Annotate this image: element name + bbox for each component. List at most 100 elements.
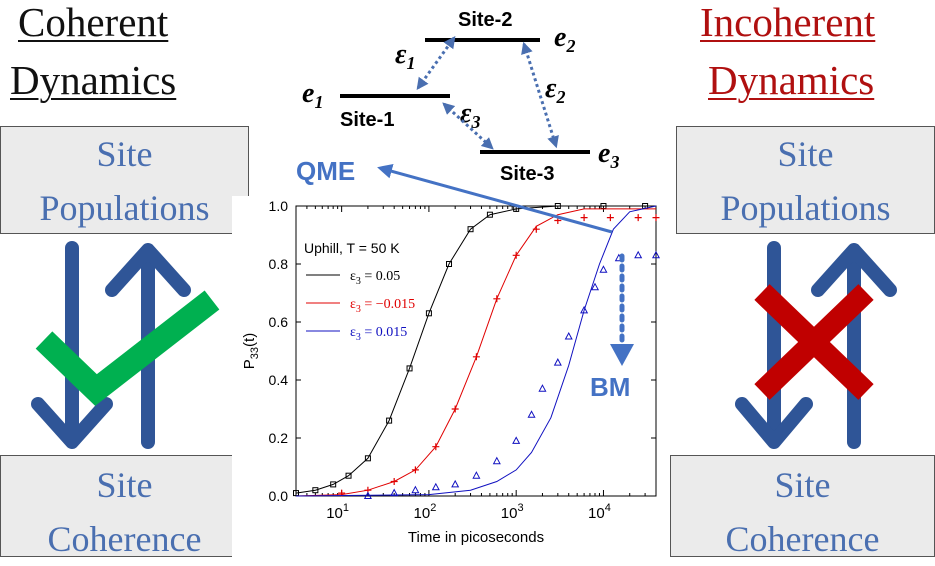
data-point-triangle xyxy=(580,305,589,314)
data-point-triangle xyxy=(492,456,501,465)
data-point-square xyxy=(406,365,413,372)
left-populations-line1: Site xyxy=(96,134,153,174)
series-fit-line-2 xyxy=(295,205,657,497)
coherent-heading: Coherent xyxy=(18,0,169,45)
legend-title: Uphill, T = 50 K xyxy=(304,240,400,256)
qme-pointer-arrow xyxy=(377,163,613,234)
data-point-triangle xyxy=(527,410,536,418)
data-point-plus xyxy=(411,466,419,474)
data-point-triangle xyxy=(651,250,661,259)
plot-frame xyxy=(295,205,657,497)
data-point-square xyxy=(446,261,453,267)
data-point-plus xyxy=(493,295,501,303)
y-tick-label: 0.2 xyxy=(269,430,289,446)
x-axis-label: Time in picoseconds xyxy=(408,529,544,546)
data-point-triangle xyxy=(599,265,608,273)
bm-label: BM xyxy=(590,372,630,402)
series-fit-line-0 xyxy=(295,205,656,494)
data-point-plus xyxy=(532,225,540,233)
up-arrow-head-icon-right xyxy=(811,243,897,297)
data-point-triangle xyxy=(431,482,440,491)
data-point-triangle xyxy=(512,436,521,444)
right-transfer-arrows xyxy=(735,241,897,449)
data-point-plus xyxy=(451,405,459,413)
energy-level-diagram: Site-2 Site-1 Site-3 e2 e1 e3 ε1 ε2 ε3 xyxy=(302,9,619,185)
p33-chart: 0.0 0.2 0.4 0.6 0.8 1.0 101 102 103 104 Time in pi… xyxy=(241,198,661,546)
y-tick-label: 0.8 xyxy=(269,256,289,272)
data-point-plus xyxy=(580,214,588,222)
data-point-triangle xyxy=(411,485,420,494)
y-tick-label: 0.6 xyxy=(269,314,289,330)
data-point-square xyxy=(312,487,319,494)
x-tick-label: 101 xyxy=(326,502,349,522)
data-point-square xyxy=(386,417,393,424)
epsilon1-label: ε1 xyxy=(395,39,415,73)
data-point-square xyxy=(345,472,352,479)
coupling-arrow-1-2 xyxy=(416,36,456,90)
legend-entry-2: ε3 = 0.015 xyxy=(350,325,407,343)
x-tick-label: 102 xyxy=(414,502,437,522)
coherent-dynamics-heading: Dynamics xyxy=(10,57,177,103)
data-point-triangle xyxy=(538,384,547,392)
right-populations-line2: Populations xyxy=(720,188,891,228)
y-tick-label: 0.4 xyxy=(269,372,289,388)
x-tick-label: 103 xyxy=(501,502,524,522)
coupling-arrow-1-3 xyxy=(442,102,494,150)
data-point-square xyxy=(467,226,474,233)
left-coherence-line2: Coherence xyxy=(47,519,202,559)
left-site-coherence-box: Site Coherence xyxy=(0,455,249,559)
left-site-populations-box: Site Populations xyxy=(0,126,249,234)
up-arrow-head-icon xyxy=(105,243,191,297)
e2-label: e2 xyxy=(554,22,575,56)
data-point-plus xyxy=(512,251,520,259)
data-point-triangle xyxy=(634,250,643,259)
data-point-triangle xyxy=(564,331,573,340)
data-point-plus xyxy=(432,443,440,451)
right-site-populations-box: Site Populations xyxy=(676,126,935,234)
data-point-square xyxy=(425,310,432,317)
left-transfer-arrows xyxy=(31,241,220,449)
data-point-plus xyxy=(652,214,660,222)
data-point-triangle xyxy=(451,479,460,488)
incoherent-heading: Incoherent xyxy=(700,0,876,45)
e3-label: e3 xyxy=(598,138,619,172)
data-point-triangle xyxy=(390,488,399,497)
down-arrow-head-icon xyxy=(31,397,113,449)
chart-background xyxy=(232,196,668,557)
data-point-triangle xyxy=(363,491,372,499)
qme-label: QME xyxy=(296,156,355,186)
down-arrow-head-icon-right xyxy=(735,397,813,449)
data-point-square xyxy=(364,455,371,462)
data-point-square xyxy=(330,481,337,488)
data-point-square xyxy=(554,203,561,209)
bm-arrow-head-icon xyxy=(610,344,634,366)
data-point-triangle xyxy=(472,471,481,479)
right-populations-line1: Site xyxy=(777,134,834,174)
data-point-plus xyxy=(606,214,614,222)
epsilon2-label: ε2 xyxy=(545,73,565,107)
data-point-square xyxy=(486,211,493,218)
y-axis-label: P33(t) xyxy=(241,333,261,369)
incoherent-dynamics-heading: Dynamics xyxy=(708,57,875,103)
left-populations-line2: Populations xyxy=(39,188,210,228)
cross-icon-stroke2 xyxy=(754,284,874,400)
data-point-triangle xyxy=(590,282,600,291)
e1-label: e1 xyxy=(302,78,323,112)
legend-entry-1: ε3 = −0.015 xyxy=(350,297,415,315)
right-coherence-line2: Coherence xyxy=(725,519,880,559)
epsilon3-label: ε3 xyxy=(460,98,480,132)
site1-label: Site-1 xyxy=(340,109,394,131)
data-point-triangle xyxy=(553,358,562,366)
left-coherence-line1: Site xyxy=(96,465,153,505)
right-coherence-line1: Site xyxy=(774,465,831,505)
x-tick-label: 104 xyxy=(588,502,611,522)
data-point-plus xyxy=(634,214,642,222)
data-point-plus xyxy=(472,353,480,361)
site2-label: Site-2 xyxy=(458,9,512,31)
data-point-plus xyxy=(390,478,398,485)
site3-label: Site-3 xyxy=(500,163,554,185)
y-tick-label: 0.0 xyxy=(269,488,289,504)
check-icon xyxy=(35,290,220,406)
y-tick-label: 1.0 xyxy=(269,198,289,214)
